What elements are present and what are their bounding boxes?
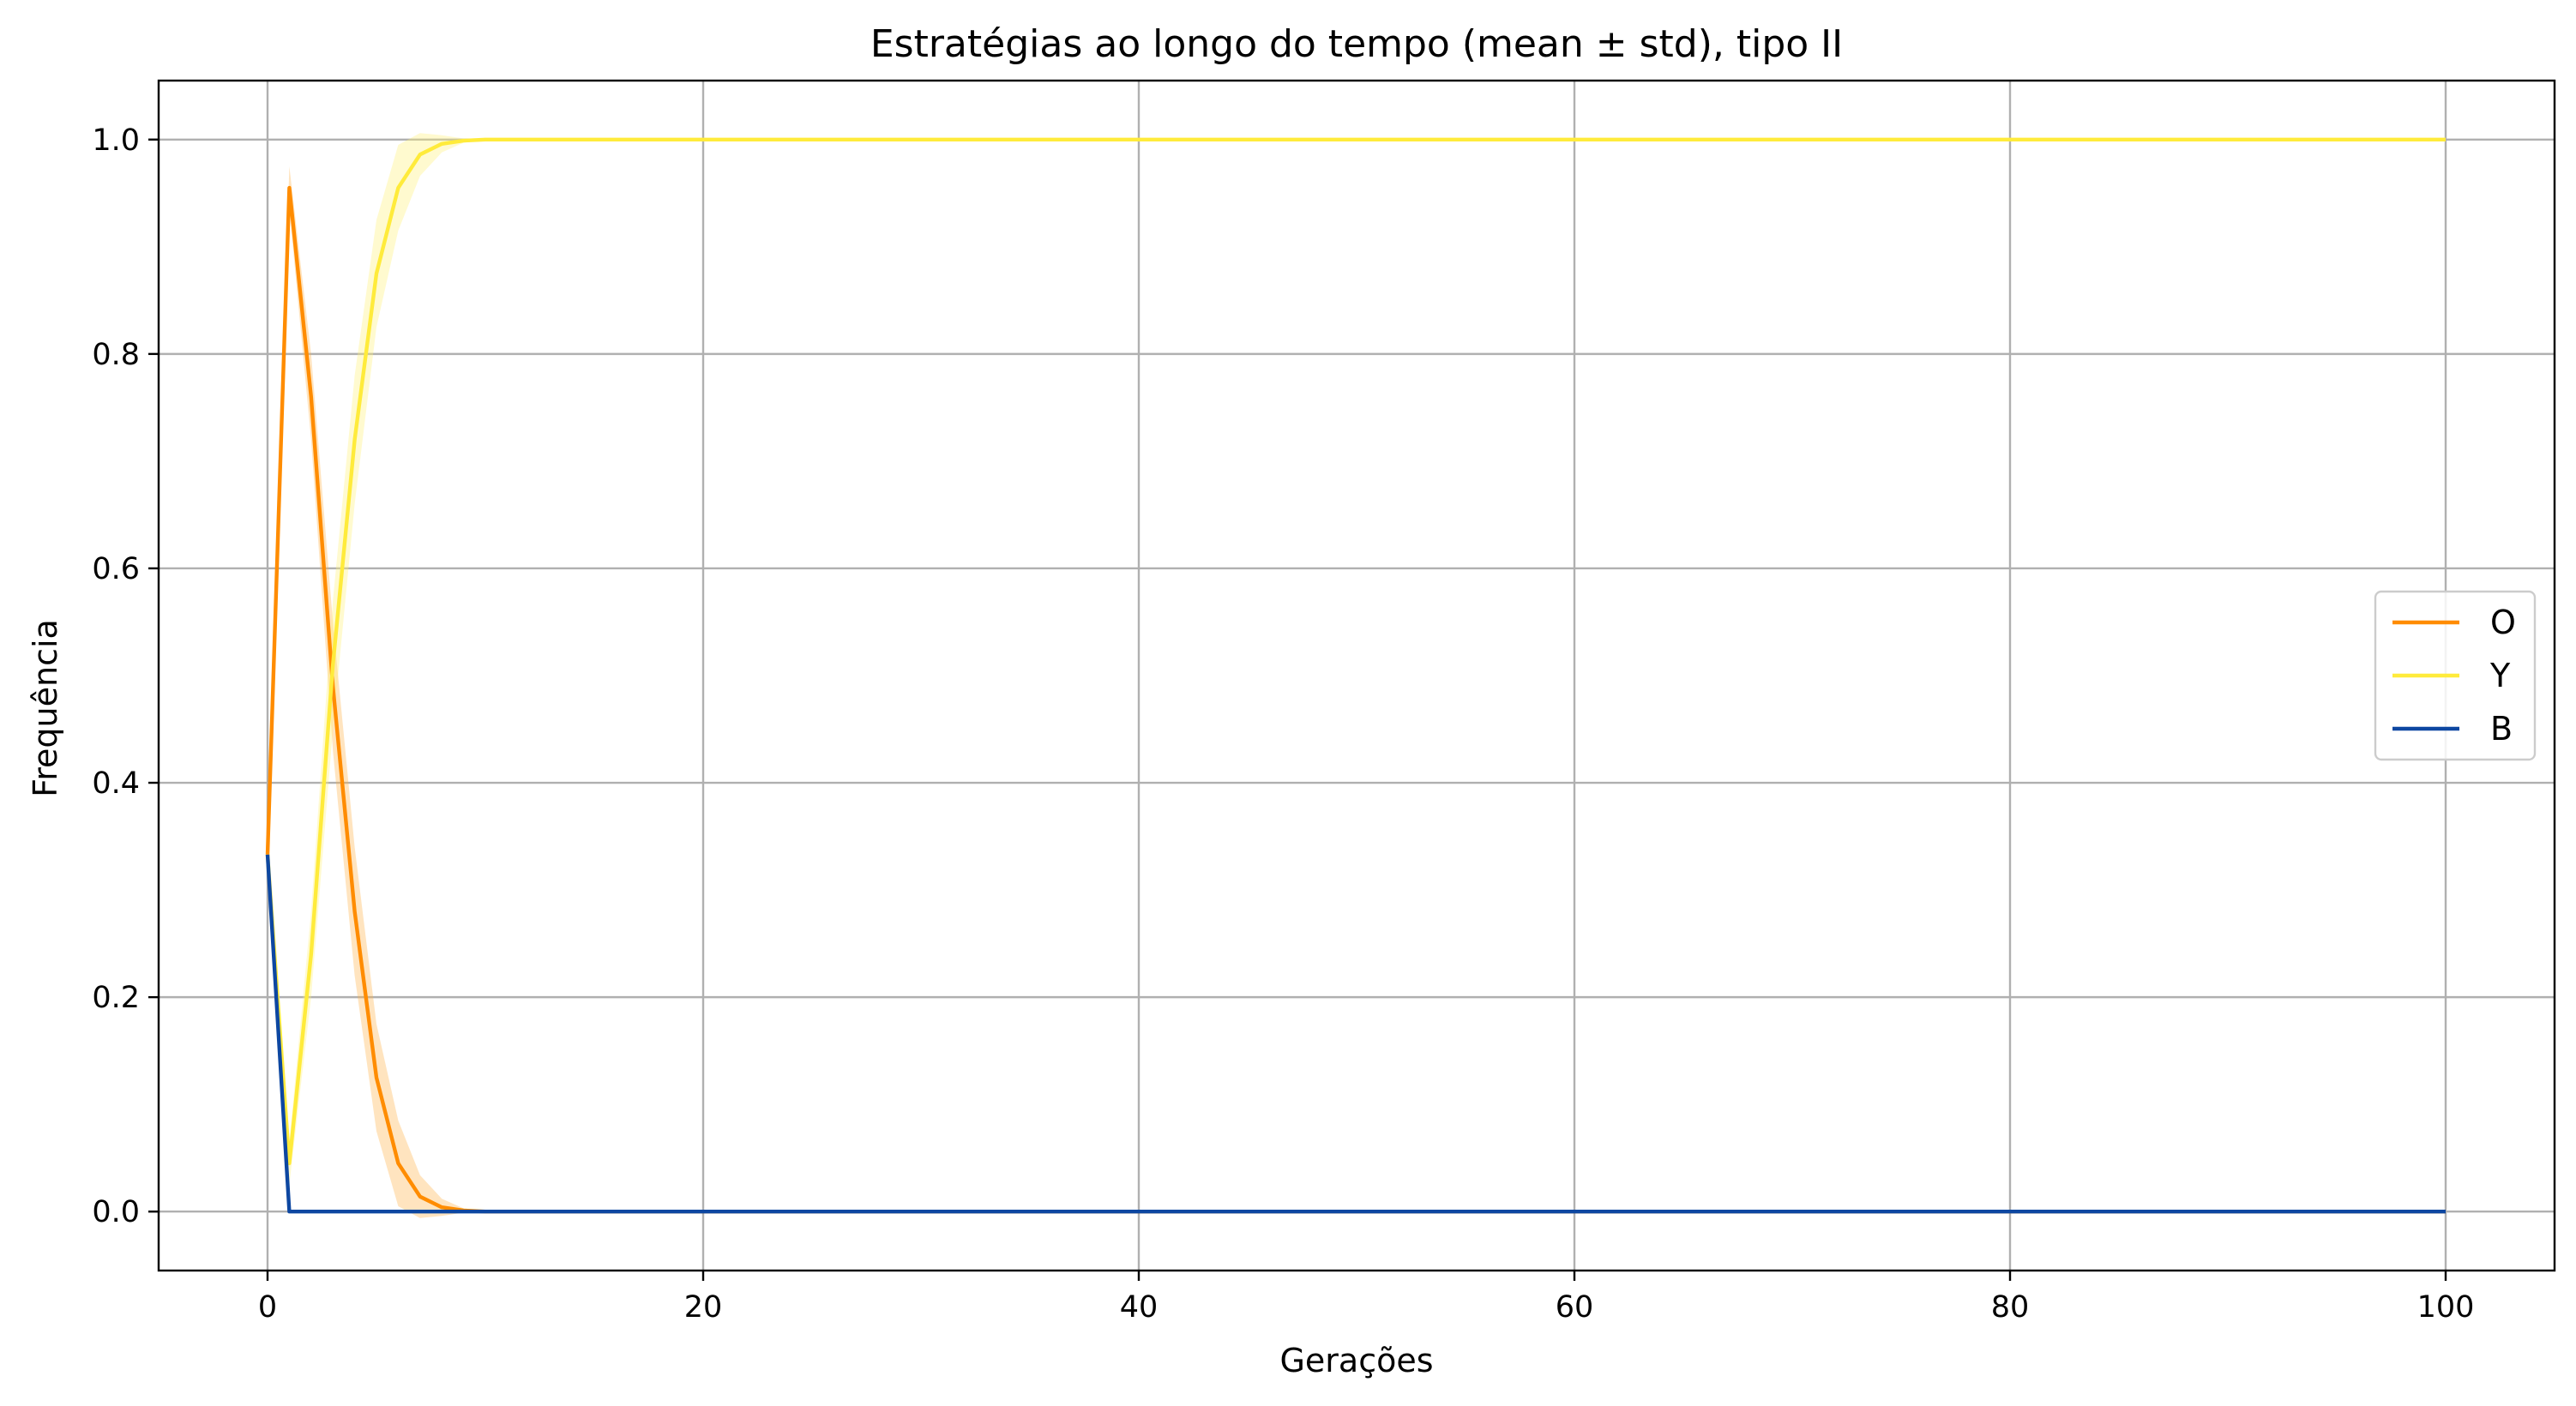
series-lines (265, 137, 2446, 1214)
x-tick-label: 80 (1991, 1290, 2030, 1325)
legend-label-y: Y (2489, 657, 2511, 694)
y-tick-label: 0.4 (92, 766, 140, 801)
x-tick-label: 0 (258, 1290, 277, 1325)
legend-label-o: O (2490, 604, 2516, 641)
y-tick-label: 0.8 (92, 338, 140, 372)
y-tick-label: 0.6 (92, 552, 140, 586)
legend-label-b: B (2490, 710, 2513, 748)
x-tick-label: 40 (1120, 1290, 1159, 1325)
y-tick-label: 0.0 (92, 1195, 140, 1229)
y-tick-label: 0.2 (92, 981, 140, 1015)
chart-title: Estratégias ao longo do tempo (mean ± st… (870, 22, 1843, 66)
legend: OYB (2374, 590, 2537, 761)
x-tick-label: 60 (1556, 1290, 1594, 1325)
y-axis-label: Frequência (27, 619, 64, 797)
series-line-b (265, 854, 2446, 1214)
x-tick-label: 100 (2417, 1290, 2475, 1325)
plot-frame (157, 79, 2556, 1272)
y-tick-label: 1.0 (92, 123, 140, 158)
x-tick-label: 20 (684, 1290, 723, 1325)
axis-ticks: 0 20 40 60 80 100 0.0 0.2 0.4 0.6 0.8 1.0 (92, 123, 2474, 1325)
x-axis-label: Gerações (1279, 1342, 1433, 1379)
series-line-y (265, 137, 2446, 1166)
